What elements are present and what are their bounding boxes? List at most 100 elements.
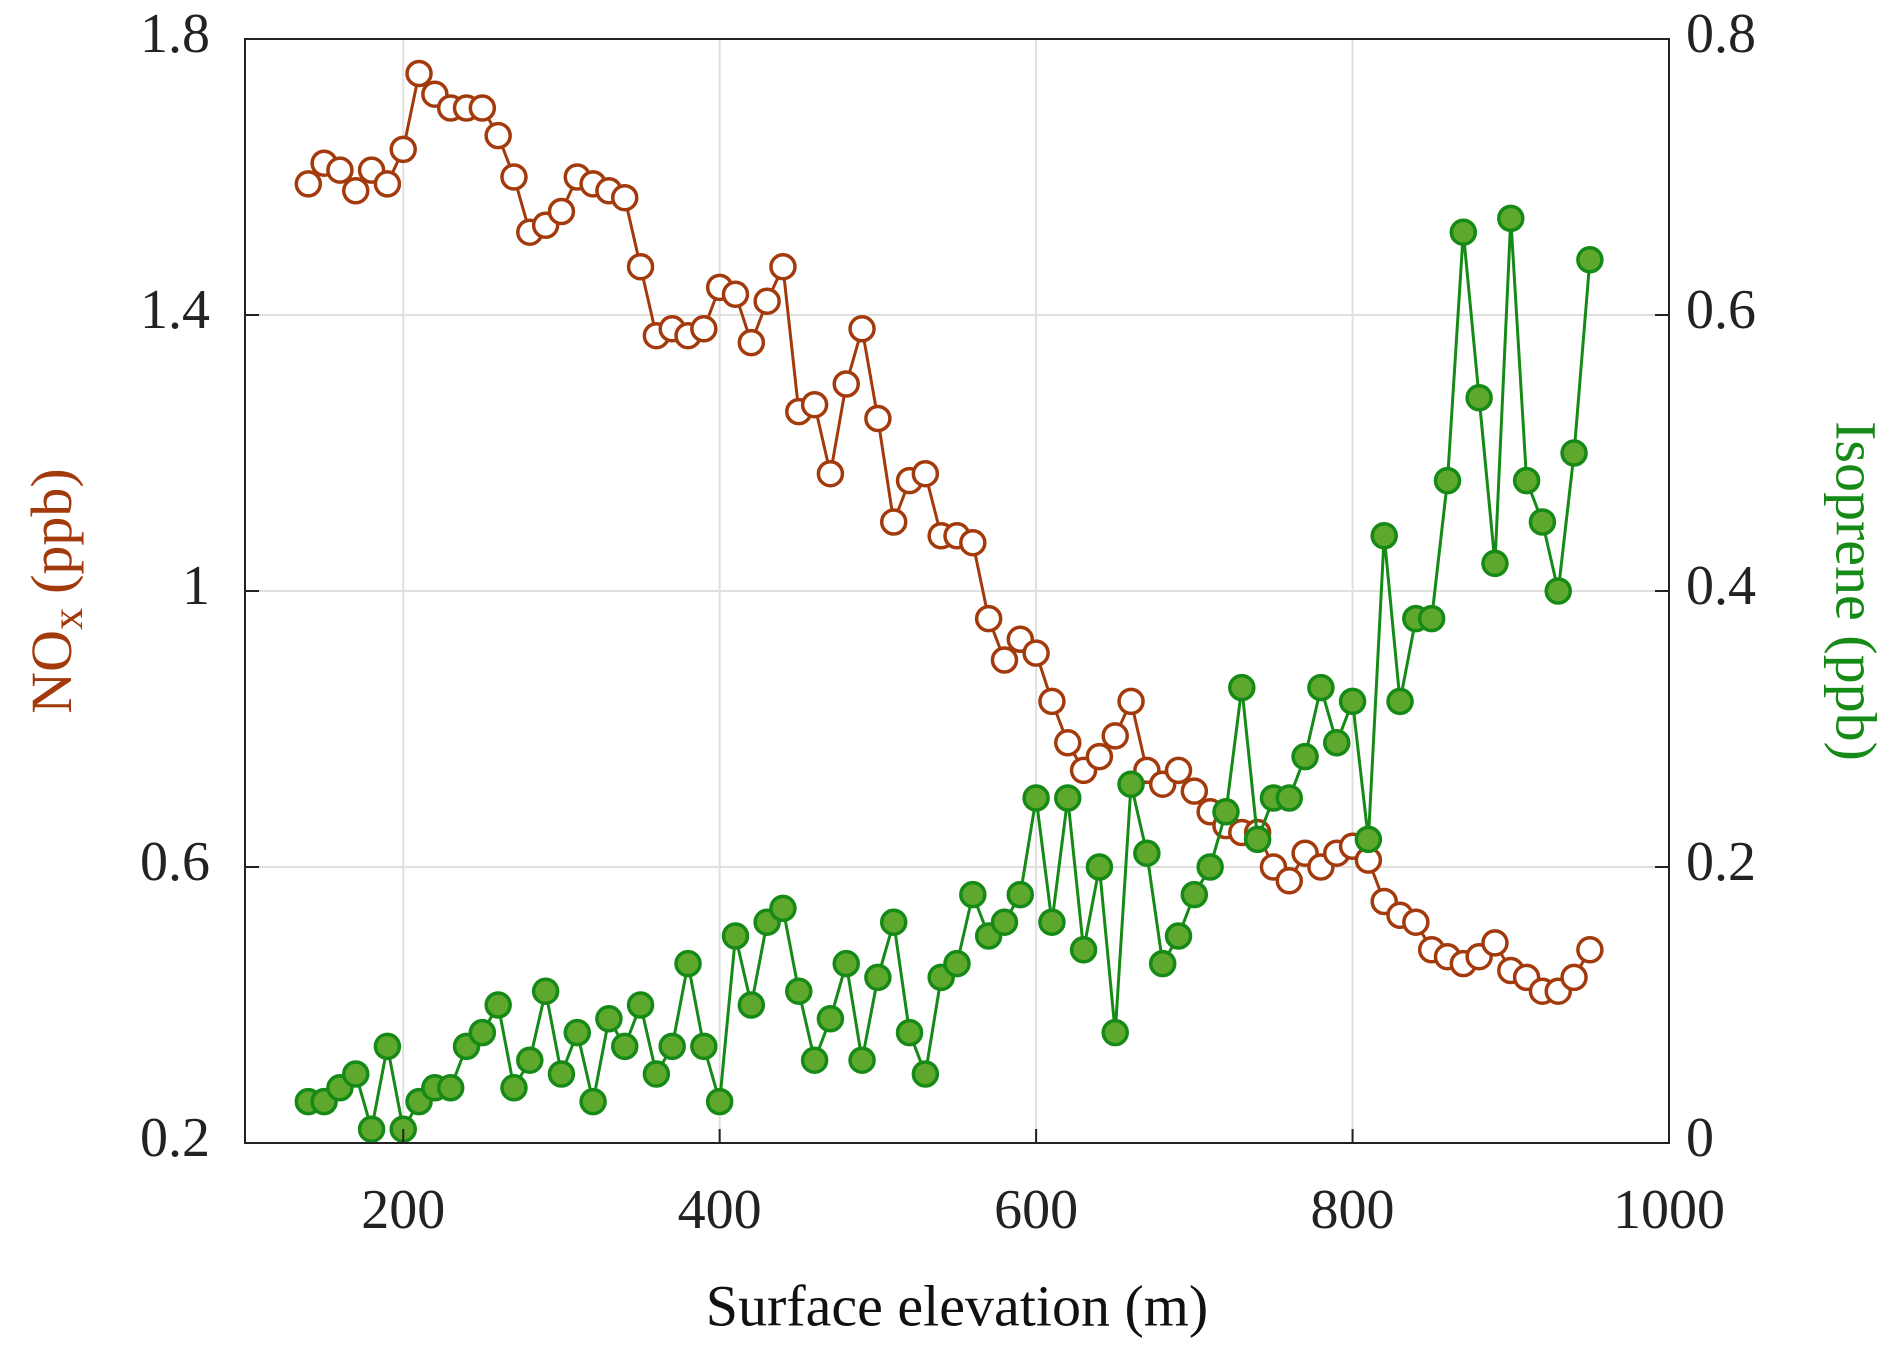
data-point — [1370, 522, 1398, 550]
data-point — [405, 59, 433, 88]
data-point — [1576, 936, 1604, 964]
data-point — [1180, 880, 1209, 909]
data-point — [832, 949, 860, 978]
y2-tick-label: 0 — [1686, 1107, 1714, 1169]
data-point — [1022, 639, 1050, 667]
data-point — [626, 991, 655, 1019]
data-point — [1054, 729, 1082, 757]
data-point — [357, 1115, 386, 1143]
data-point — [468, 1018, 497, 1047]
data-point — [911, 459, 940, 488]
data-point — [1196, 853, 1224, 881]
data-point — [1528, 508, 1557, 536]
data-point — [436, 1074, 465, 1102]
data-point — [563, 1018, 592, 1047]
data-point — [974, 604, 1003, 633]
y-tick-label: 0.6 — [140, 831, 210, 893]
x-tick-label: 1000 — [1613, 1179, 1725, 1241]
data-point — [1085, 853, 1114, 881]
data-point — [721, 280, 750, 309]
y-tick-label: 1.4 — [140, 279, 210, 341]
data-point — [1085, 742, 1114, 771]
data-point — [626, 252, 655, 281]
data-point — [500, 1074, 528, 1102]
data-point — [864, 404, 892, 433]
data-point — [1433, 466, 1462, 495]
data-point — [595, 1005, 623, 1033]
data-point — [484, 991, 512, 1019]
data-point — [1133, 839, 1161, 867]
data-point — [1576, 246, 1604, 274]
data-point — [579, 1087, 607, 1116]
data-point — [1465, 384, 1493, 412]
data-point — [800, 390, 829, 419]
data-point — [1417, 604, 1446, 633]
y2-tick-label: 0.2 — [1686, 831, 1756, 893]
data-point — [1101, 1018, 1129, 1047]
data-point — [705, 1087, 734, 1116]
data-point — [737, 991, 766, 1019]
y-axis-label: NOx (ppb) — [19, 468, 92, 713]
data-point — [1512, 466, 1541, 495]
data-point — [1212, 798, 1240, 826]
data-point — [895, 1018, 924, 1047]
data-point — [1338, 687, 1367, 716]
data-point — [1006, 880, 1035, 909]
data-point — [832, 370, 860, 398]
data-point — [610, 183, 639, 212]
data-point — [848, 315, 876, 343]
data-point — [1117, 687, 1145, 716]
data-point — [1497, 204, 1525, 233]
data-point — [1354, 825, 1383, 854]
data-point — [959, 528, 987, 557]
data-point — [1322, 729, 1351, 757]
data-point — [373, 1032, 402, 1061]
data-point — [389, 135, 417, 164]
data-point — [1275, 867, 1304, 895]
data-point — [294, 170, 323, 198]
data-point — [1038, 908, 1066, 936]
y2-tick-label: 0.4 — [1686, 555, 1756, 617]
data-point — [1481, 929, 1509, 957]
data-point — [516, 1046, 544, 1074]
data-point — [1180, 777, 1209, 805]
data-point — [990, 646, 1019, 674]
data-point — [816, 1005, 845, 1033]
data-point — [1117, 770, 1145, 798]
data-point — [1449, 218, 1478, 246]
x-tick-label: 200 — [361, 1179, 445, 1241]
data-point — [610, 1032, 639, 1061]
data-point — [326, 156, 354, 184]
y-tick-label: 0.2 — [140, 1107, 210, 1169]
x-axis-label: Surface elevation (m) — [706, 1273, 1208, 1338]
y2-tick-label: 0.8 — [1686, 3, 1756, 65]
data-point — [342, 1060, 370, 1088]
data-point — [1291, 742, 1319, 771]
data-point — [1243, 825, 1272, 854]
x-tick-label: 800 — [1311, 1179, 1395, 1241]
data-point — [1402, 908, 1430, 936]
data-point — [1544, 577, 1572, 605]
data-point — [1386, 687, 1414, 716]
data-point — [879, 508, 908, 536]
data-point — [769, 252, 797, 281]
data-point — [943, 949, 971, 978]
data-point — [848, 1046, 876, 1074]
data-point — [864, 963, 892, 992]
y-tick-label: 1.8 — [140, 3, 210, 65]
data-point — [484, 121, 512, 150]
data-point — [1164, 922, 1193, 950]
data-point — [674, 949, 702, 978]
data-point — [690, 1032, 718, 1061]
data-point — [500, 163, 528, 191]
data-point — [658, 1032, 686, 1061]
data-point — [1275, 784, 1304, 812]
data-point — [1038, 687, 1066, 716]
data-point — [769, 894, 797, 923]
data-point — [990, 908, 1019, 936]
data-point — [800, 1046, 829, 1074]
y-tick-label: 1 — [182, 555, 210, 617]
data-point — [342, 177, 370, 205]
grid — [245, 38, 1670, 1144]
